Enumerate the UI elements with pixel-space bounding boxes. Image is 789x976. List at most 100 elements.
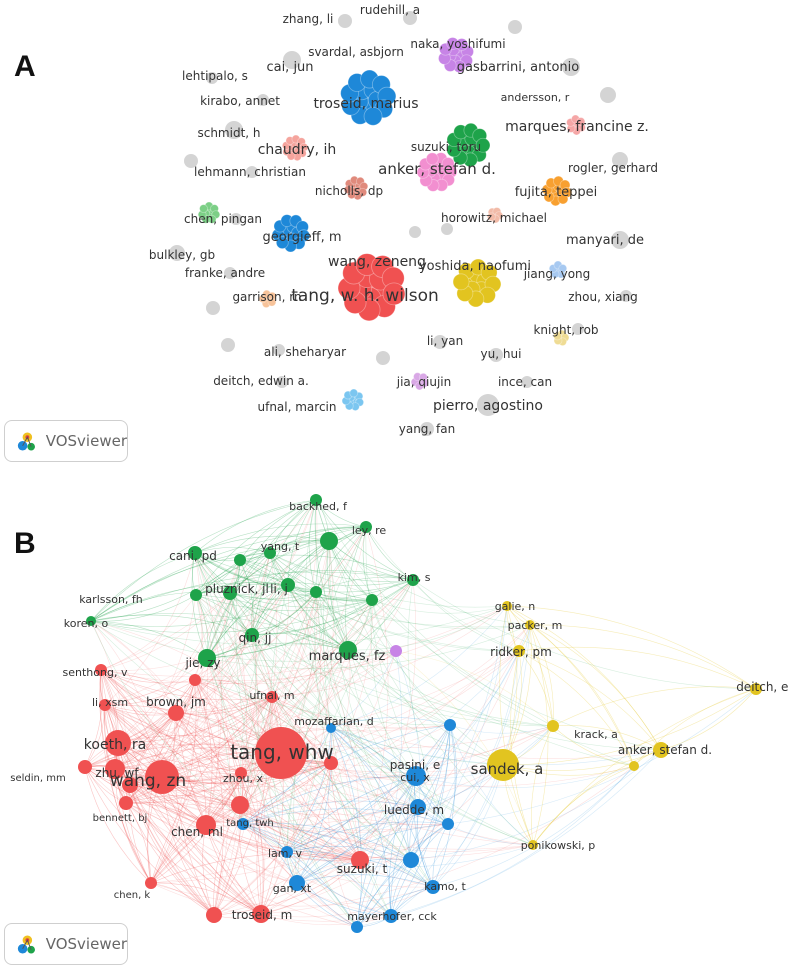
network-link bbox=[194, 552, 222, 826]
network-link bbox=[84, 766, 215, 916]
network-link bbox=[104, 540, 330, 706]
network-link bbox=[395, 650, 554, 727]
author-node bbox=[351, 921, 363, 933]
author-label: kamo, t bbox=[424, 880, 466, 893]
network-link bbox=[213, 724, 451, 916]
author-node bbox=[99, 699, 111, 711]
network-link bbox=[194, 547, 271, 554]
network-link bbox=[194, 679, 262, 915]
network-link bbox=[359, 650, 520, 861]
network-link bbox=[84, 669, 103, 768]
cluster-blob bbox=[197, 201, 221, 224]
network-link bbox=[213, 634, 259, 916]
network-link bbox=[330, 727, 392, 917]
author-label: zhou, x bbox=[223, 772, 263, 785]
network-link bbox=[347, 579, 414, 651]
network-link bbox=[191, 552, 208, 659]
network-link bbox=[412, 579, 757, 690]
author-label: jiang, yong bbox=[523, 267, 591, 281]
author-label: tang, whw bbox=[230, 740, 334, 764]
network-link bbox=[90, 599, 373, 634]
network-link bbox=[260, 765, 635, 915]
network-link bbox=[194, 679, 242, 774]
network-link bbox=[314, 499, 349, 651]
author-label: kim, s bbox=[398, 571, 431, 584]
network-link bbox=[195, 594, 373, 612]
cluster-node bbox=[558, 264, 568, 273]
author-label: chaudry, ih bbox=[258, 142, 337, 158]
network-link bbox=[251, 526, 367, 636]
network-link bbox=[195, 594, 332, 729]
network-link bbox=[330, 599, 373, 764]
author-node bbox=[513, 645, 525, 657]
author-label: li, j bbox=[270, 582, 288, 596]
network-link bbox=[206, 540, 330, 659]
network-link bbox=[269, 552, 332, 764]
author-node bbox=[310, 494, 322, 506]
network-link bbox=[260, 624, 531, 915]
network-link bbox=[269, 552, 373, 601]
cluster-blob bbox=[452, 258, 502, 308]
network-link bbox=[239, 499, 317, 561]
author-label: naka, yoshifumi bbox=[410, 37, 505, 51]
network-link bbox=[194, 605, 508, 682]
author-label: cani, pd bbox=[169, 549, 217, 563]
network-link bbox=[356, 724, 451, 928]
grey-node bbox=[276, 376, 288, 388]
network-link bbox=[323, 540, 392, 917]
network-link bbox=[296, 724, 451, 884]
author-label: jia, qiujin bbox=[396, 375, 451, 389]
cluster-blob bbox=[410, 372, 429, 391]
network-link bbox=[260, 591, 321, 915]
network-link bbox=[117, 579, 414, 744]
network-link bbox=[240, 772, 361, 861]
network-link bbox=[161, 727, 332, 778]
network-link bbox=[195, 570, 414, 596]
network-link bbox=[195, 526, 367, 596]
grey-node bbox=[169, 245, 185, 261]
coauthor-network-map: backhed, f ley, re yang, t cani, pd kim, s pl… bbox=[10, 494, 789, 933]
network-link bbox=[240, 772, 449, 825]
network-link bbox=[239, 559, 349, 651]
network-link bbox=[417, 725, 554, 808]
author-label: chen, ml bbox=[171, 825, 223, 839]
network-link bbox=[104, 704, 361, 861]
author-node bbox=[547, 720, 559, 732]
network-link bbox=[114, 634, 253, 770]
network-link bbox=[213, 804, 241, 916]
nodes bbox=[78, 494, 762, 933]
author-label: deitch, edwin a. bbox=[213, 374, 309, 388]
cluster-node bbox=[425, 152, 439, 166]
author-cluster-map: rudehill, a zhang, li naka, yoshifumi cai, … bbox=[149, 3, 658, 436]
network-link bbox=[194, 552, 531, 628]
network-link bbox=[240, 772, 265, 915]
cluster-node bbox=[455, 38, 469, 51]
network-link bbox=[280, 752, 504, 777]
author-node bbox=[442, 818, 454, 830]
cluster-blob bbox=[446, 122, 491, 168]
network-link bbox=[254, 552, 288, 853]
network-link bbox=[239, 540, 330, 561]
cluster-node bbox=[487, 212, 496, 222]
network-link bbox=[117, 742, 244, 825]
network-link bbox=[84, 579, 414, 768]
network-link bbox=[242, 823, 392, 917]
network-link bbox=[315, 577, 414, 593]
grey-node bbox=[620, 290, 632, 302]
network-link bbox=[229, 592, 534, 846]
network-link bbox=[287, 499, 317, 586]
network-link bbox=[129, 783, 241, 806]
network-link bbox=[100, 669, 177, 714]
network-link bbox=[84, 766, 361, 861]
network-link bbox=[100, 669, 196, 684]
network-link bbox=[104, 704, 392, 917]
author-label: ince, can bbox=[498, 375, 552, 389]
network-link bbox=[242, 823, 358, 928]
network-link bbox=[251, 634, 412, 861]
network-link bbox=[175, 712, 332, 764]
network-link bbox=[529, 624, 757, 690]
network-link bbox=[161, 649, 349, 778]
network-link bbox=[100, 669, 288, 853]
author-label: marques, fz bbox=[309, 649, 386, 664]
cluster-blob bbox=[541, 175, 573, 207]
